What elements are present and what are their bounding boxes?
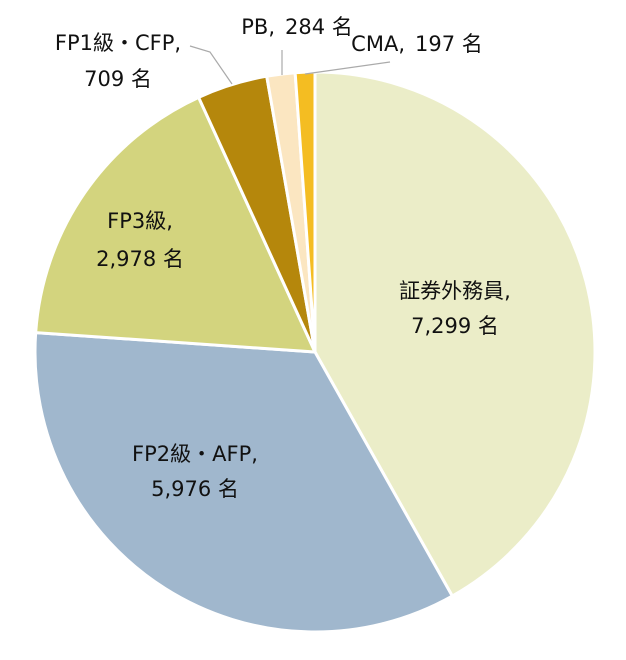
pie-slice bbox=[313, 70, 597, 599]
slice-label: FP2級・AFP, bbox=[132, 442, 258, 466]
slice-label: FP3級, bbox=[107, 209, 173, 233]
value-label: 2,978 名 bbox=[96, 247, 184, 271]
pie-slice bbox=[34, 95, 318, 354]
leader-lines bbox=[189, 45, 391, 85]
slice-label: 証券外務員, bbox=[399, 279, 511, 303]
pie-slice bbox=[33, 330, 455, 634]
value-label: 5,976 名 bbox=[151, 477, 239, 501]
value-label: 7,299 名 bbox=[411, 314, 499, 338]
leader-line bbox=[189, 45, 233, 85]
slice-label: PB, bbox=[241, 15, 275, 39]
value-label: 197 名 bbox=[415, 32, 483, 56]
slice-label: FP1級・CFP, bbox=[55, 31, 181, 55]
leader-line bbox=[304, 61, 391, 75]
slice-label: CMA, bbox=[351, 32, 405, 56]
value-label: 709 名 bbox=[84, 67, 152, 91]
value-label: 284 名 bbox=[285, 15, 353, 39]
